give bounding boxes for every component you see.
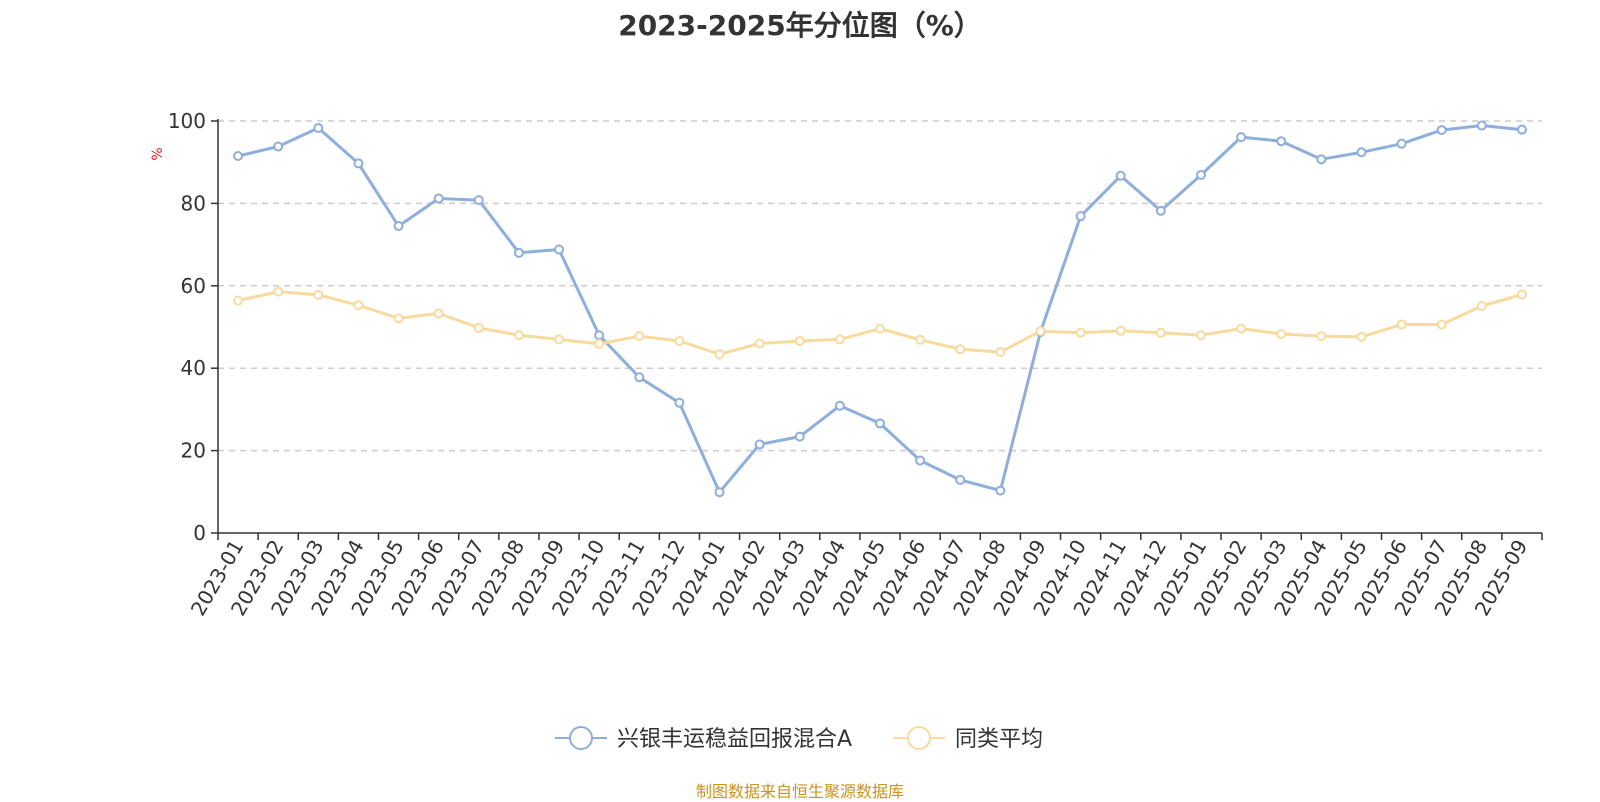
data-point: [875, 418, 885, 429]
data-point: [674, 397, 685, 408]
data-point: [554, 244, 565, 255]
data-point: [634, 372, 645, 383]
axes: 020406080100%2023-012023-022023-032023-0…: [150, 109, 1543, 620]
gridlines: [218, 120, 1542, 452]
source-note: 制图数据来自恒生聚源数据库: [695, 782, 904, 801]
y-tick-label: 60: [181, 274, 206, 298]
data-point: [1516, 124, 1527, 135]
data-point: [1316, 154, 1327, 165]
data-point: [1316, 331, 1327, 342]
data-point: [513, 330, 524, 341]
data-point: [393, 221, 404, 232]
legend-marker-icon: [907, 726, 931, 750]
legend[interactable]: 兴银丰运稳益回报混合A 同类平均: [555, 726, 1043, 752]
data-point: [233, 151, 244, 162]
data-point: [273, 141, 284, 152]
data-point: [1276, 329, 1287, 340]
data-point: [714, 487, 725, 498]
data-point: [834, 400, 845, 411]
legend-item-0[interactable]: 兴银丰运稳益回报混合A: [555, 726, 852, 752]
data-point: [955, 474, 966, 485]
data-point: [714, 349, 725, 360]
y-axis-title: %: [150, 147, 166, 160]
data-point: [1236, 323, 1247, 334]
data-point: [353, 158, 364, 169]
data-point: [915, 334, 926, 345]
data-point: [1115, 325, 1126, 336]
data-point: [1276, 136, 1287, 147]
data-point: [233, 295, 244, 306]
data-point: [433, 193, 444, 204]
data-point: [674, 336, 685, 347]
data-point: [1476, 300, 1487, 311]
data-point: [273, 286, 284, 297]
data-point: [1195, 330, 1206, 341]
y-tick-label: 100: [168, 109, 206, 133]
data-point: [634, 331, 645, 342]
data-point: [554, 334, 565, 345]
data-point: [875, 323, 885, 334]
legend-label: 兴银丰运稳益回报混合A: [617, 727, 852, 752]
data-point: [1516, 289, 1527, 300]
data-point: [1396, 319, 1407, 330]
data-point: [473, 322, 484, 333]
data-point: [313, 289, 324, 300]
legend-item-1[interactable]: 同类平均: [893, 726, 1043, 752]
data-point: [433, 308, 444, 319]
data-point: [1155, 327, 1166, 338]
data-point: [393, 313, 404, 324]
data-point: [1356, 147, 1367, 158]
data-point: [915, 455, 926, 466]
data-point: [1035, 326, 1046, 337]
data-point: [995, 347, 1006, 358]
data-point: [754, 439, 765, 450]
y-tick-label: 0: [193, 521, 206, 545]
series-line-1: [237, 290, 1523, 356]
data-point: [594, 330, 605, 341]
y-tick-label: 40: [181, 356, 206, 380]
data-point: [1476, 120, 1487, 131]
data-point: [313, 123, 324, 134]
data-point: [1115, 170, 1126, 181]
legend-label: 同类平均: [955, 727, 1043, 752]
data-point: [1436, 319, 1447, 330]
data-point: [834, 334, 845, 345]
series-line-0: [237, 124, 1523, 494]
legend-marker-icon: [569, 726, 593, 750]
data-point: [955, 344, 966, 355]
data-point: [995, 485, 1006, 496]
data-point: [473, 195, 484, 206]
data-point: [1436, 125, 1447, 136]
data-point: [1075, 327, 1086, 338]
data-point: [353, 300, 364, 311]
data-point: [1075, 211, 1086, 222]
data-point: [594, 338, 605, 349]
data-point: [794, 336, 805, 347]
data-point: [1356, 331, 1367, 342]
series-lines: [233, 120, 1527, 498]
data-point: [1195, 169, 1206, 180]
y-tick-label: 80: [181, 191, 206, 215]
y-tick-label: 20: [181, 439, 206, 463]
data-point: [513, 247, 524, 258]
data-point: [1236, 132, 1247, 143]
data-point: [1396, 138, 1407, 149]
data-point: [1155, 205, 1166, 216]
chart-title: 2023-2025年分位图（%）: [618, 9, 982, 42]
data-point: [794, 431, 805, 442]
data-point: [754, 338, 765, 349]
